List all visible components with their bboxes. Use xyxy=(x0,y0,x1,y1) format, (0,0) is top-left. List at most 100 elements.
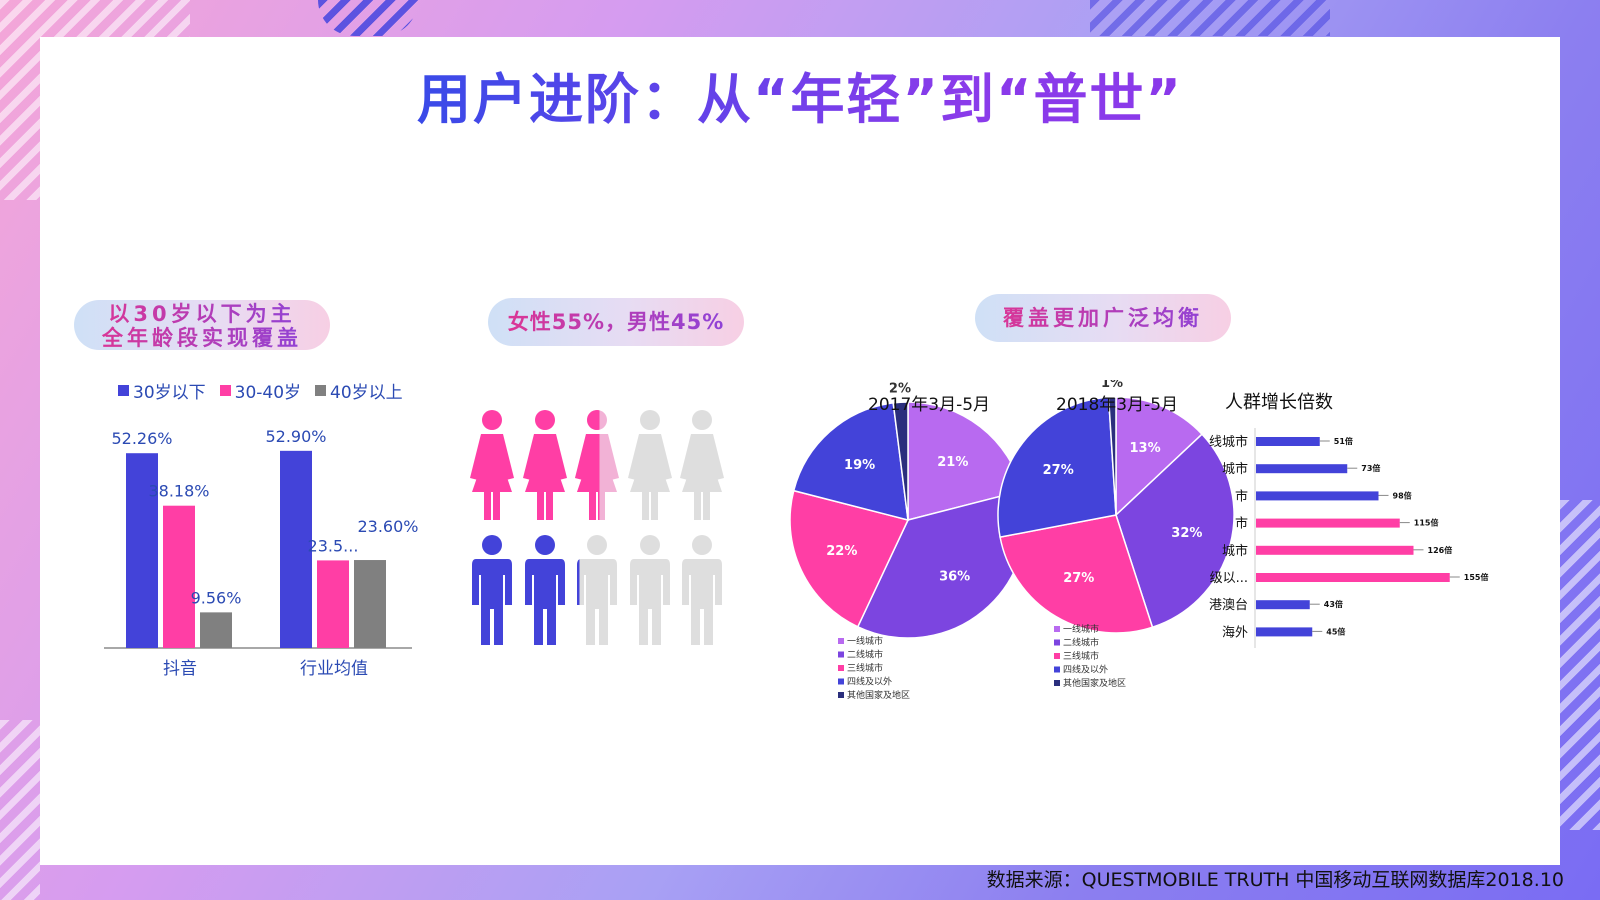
growth-bar-0 xyxy=(1256,437,1320,446)
growth-value-label-7: 45倍 xyxy=(1326,626,1345,636)
growth-bar-1 xyxy=(1256,464,1348,474)
growth-bar-2 xyxy=(1256,491,1379,501)
female-figure-icon xyxy=(523,410,567,520)
legend-item-over40: 40岁以上 xyxy=(315,378,403,403)
bar-label-0-0: 52.26% xyxy=(111,429,172,448)
pie-1-slice-3 xyxy=(997,396,1117,538)
bar-1-0 xyxy=(280,450,312,648)
growth-value-label-1: 73倍 xyxy=(1361,463,1380,473)
gender-summary-pill: 女性55%，男性45% xyxy=(488,298,744,346)
pie-0-legend-label-4: 其他国家及地区 xyxy=(847,689,910,701)
age-bar-chart: 52.26% 38.18% 9.56% 抖音 52.90% 23.5...23.60% 行业… xyxy=(104,427,419,679)
growth-bar-7 xyxy=(1256,627,1313,637)
pie-1-slice-2 xyxy=(999,514,1154,634)
growth-category-label-3: 市 xyxy=(1235,516,1248,532)
growth-bar-4 xyxy=(1256,545,1414,555)
pie-0-legend-swatch-4 xyxy=(838,692,844,698)
growth-value-label-4: 126倍 xyxy=(1428,545,1453,555)
x-tick-label-0: 抖音 xyxy=(163,659,197,679)
pie-1-legend-swatch-3 xyxy=(1054,666,1060,673)
bar-label-1-1: 23.5... xyxy=(308,536,359,555)
coverage-summary-pill: 覆盖更加广泛均衡 xyxy=(975,294,1231,342)
pie-1-slice-label-1: 32% xyxy=(1171,526,1202,541)
pie-1-slice-label-4: 1% xyxy=(1101,380,1123,391)
pie-1-legend-swatch-2 xyxy=(1054,653,1060,659)
growth-category-label-1: 城市 xyxy=(1222,461,1248,477)
growth-category-label-6: 港澳台 xyxy=(1209,597,1248,613)
coverage-summary-text: 覆盖更加广泛均衡 xyxy=(975,294,1231,342)
pie-0-slice-2 xyxy=(790,489,910,628)
growth-value-label-6: 43倍 xyxy=(1324,599,1343,609)
bar-label-0-1: 38.18% xyxy=(148,482,209,501)
pie-1-title: 2018年3月-5月 xyxy=(1056,395,1178,415)
pie-1-legend-swatch-1 xyxy=(1054,639,1060,646)
growth-multiplier-chart: 人群增长倍数51倍线城市73倍城市98倍市115倍市126倍城市155倍级以..… xyxy=(1209,392,1489,648)
pie-1-slice-1 xyxy=(1115,433,1235,629)
pie-0-slice-label-3: 19% xyxy=(844,458,875,473)
pie-1-legend-swatch-4 xyxy=(1054,680,1060,686)
pie-0-slice-label-0: 21% xyxy=(937,455,968,470)
pie-1-slice-label-2: 27% xyxy=(1063,571,1094,586)
male-figure-icon xyxy=(577,535,617,645)
pie-0-slice-3 xyxy=(792,402,909,522)
pie-0-legend-label-0: 一线城市 xyxy=(847,635,883,647)
pie-0-legend-label-2: 三线城市 xyxy=(847,662,883,674)
age-summary-pill: 以30岁以下为主 全年龄段实现覆盖 xyxy=(74,300,330,350)
pie-1-slice-0 xyxy=(1115,396,1204,517)
male-figure-icon xyxy=(630,535,670,645)
male-figure-icon xyxy=(472,535,512,645)
decor-stripes-bottom-right xyxy=(1560,500,1600,830)
pie-0-legend-swatch-2 xyxy=(838,665,844,671)
x-tick-label-1: 行业均值 xyxy=(300,659,368,679)
pie-0-slice-label-1: 36% xyxy=(939,569,970,584)
pie-1-legend-label-3: 四线及以外 xyxy=(1063,664,1108,676)
male-figure-icon xyxy=(682,535,722,645)
growth-bar-3 xyxy=(1256,518,1400,528)
growth-value-label-5: 155倍 xyxy=(1464,572,1489,582)
female-figure-icon xyxy=(680,410,724,520)
bar-label-1-2: 23.60% xyxy=(357,517,418,536)
pie-0-slice-4 xyxy=(892,401,909,521)
bar-0-0 xyxy=(126,453,158,648)
city-tier-pie-charts: 21%36%22%19%2%2017年3月-5月一线城市二线城市三线城市四线及以… xyxy=(790,380,1235,701)
pie-1-legend-label-2: 三线城市 xyxy=(1063,650,1099,662)
pie-0-legend-swatch-0 xyxy=(838,638,844,644)
pie-1-slice-label-0: 13% xyxy=(1129,441,1160,456)
age-chart-legend: 30岁以下 30-40岁 40岁以上 xyxy=(118,378,403,403)
pie-0-legend-label-3: 四线及以外 xyxy=(847,676,892,688)
decor-stripes-top-center xyxy=(318,0,418,36)
gender-pictograph xyxy=(470,410,724,645)
pie-0-title: 2017年3月-5月 xyxy=(868,395,990,415)
pie-1-legend-label-0: 一线城市 xyxy=(1063,623,1099,635)
bar-label-1-0: 52.90% xyxy=(265,427,326,446)
growth-category-label-2: 市 xyxy=(1235,488,1248,504)
gender-summary-text: 女性55%，男性45% xyxy=(488,298,744,346)
pie-1-slice-4 xyxy=(1107,396,1117,516)
female-figure-icon xyxy=(470,410,514,520)
growth-bar-6 xyxy=(1256,600,1310,610)
pie-0-slice-label-2: 22% xyxy=(826,544,857,559)
growth-category-label-4: 城市 xyxy=(1222,543,1248,559)
female-figure-icon xyxy=(628,410,672,520)
bar-0-2 xyxy=(200,612,232,648)
pie-1-legend-label-4: 其他国家及地区 xyxy=(1063,677,1126,689)
growth-value-label-2: 98倍 xyxy=(1393,490,1412,500)
data-source-note: 数据来源：QUESTMOBILE TRUTH 中国移动互联网数据库2018.10 xyxy=(986,869,1564,891)
pie-0-legend-label-1: 二线城市 xyxy=(847,649,883,661)
growth-bar-5 xyxy=(1256,573,1450,582)
pie-0-legend-swatch-3 xyxy=(838,678,844,685)
pie-1-slice-label-3: 27% xyxy=(1043,463,1074,478)
female-figure-icon-fill xyxy=(575,410,600,520)
page-title: 用户进阶：从“年轻”到“普世” xyxy=(0,55,1600,134)
growth-chart-title: 人群增长倍数 xyxy=(1225,392,1333,413)
bar-1-1 xyxy=(317,560,349,648)
male-figure-icon-fill xyxy=(577,559,580,605)
decor-stripes-bottom-left xyxy=(0,720,40,900)
growth-value-label-3: 115倍 xyxy=(1414,518,1439,528)
age-summary-line1: 以30岁以下为主 xyxy=(74,302,330,326)
growth-category-label-5: 级以... xyxy=(1210,571,1248,586)
legend-item-under30: 30岁以下 xyxy=(118,378,206,403)
pie-0-legend-swatch-1 xyxy=(838,651,844,658)
bar-1-2 xyxy=(354,560,386,648)
male-figure-icon xyxy=(525,535,565,645)
